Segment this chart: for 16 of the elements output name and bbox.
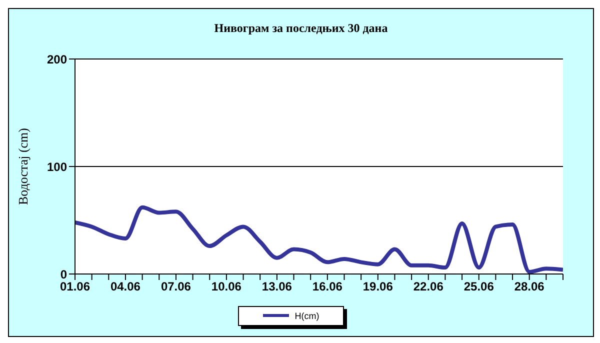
x-tick-label: 13.06 <box>262 280 292 294</box>
x-tick-label: 04.06 <box>110 280 141 294</box>
legend-label: H(cm) <box>294 311 320 321</box>
y-tick-label: 100 <box>46 160 68 174</box>
x-tick-label: 07.06 <box>160 280 192 294</box>
x-tick-label: 22.06 <box>413 280 444 294</box>
y-tick-label: 0 <box>60 267 68 282</box>
y-axis-title: Водостај (cm) <box>16 128 31 206</box>
y-tick-label: 200 <box>46 52 68 66</box>
x-tick-label: 16.06 <box>312 280 343 294</box>
x-tick-label: 19.06 <box>362 280 394 294</box>
x-tick-label: 01.06 <box>60 280 90 294</box>
x-tick-label: 28.06 <box>514 280 545 294</box>
x-tick-label: 25.06 <box>464 280 494 294</box>
x-tick-label: 10.06 <box>211 280 242 294</box>
chart-title: Нивограм за последњих 30 дана <box>213 21 389 36</box>
